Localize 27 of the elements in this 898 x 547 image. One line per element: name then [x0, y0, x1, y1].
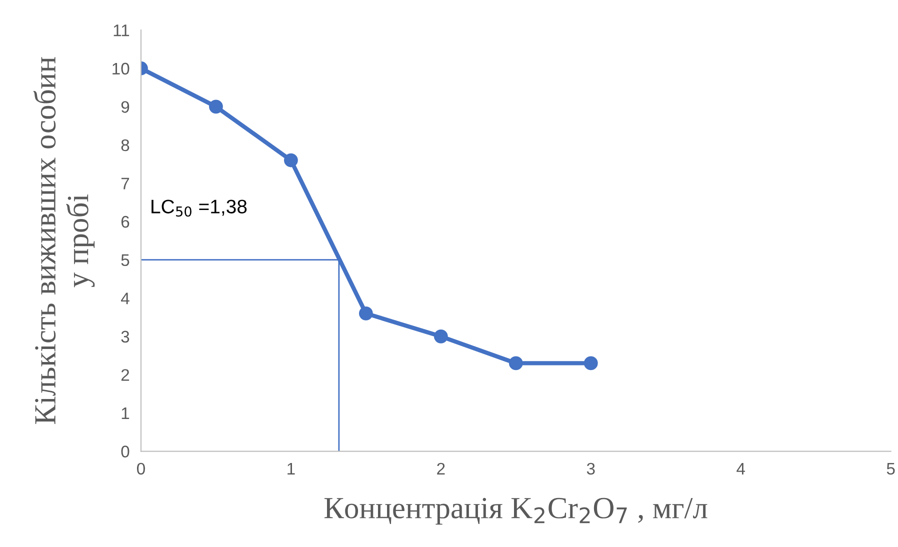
y-tick-label: 8: [121, 139, 130, 152]
y-tick-label: 4: [120, 292, 130, 304]
y-tick-label: 5: [121, 254, 130, 266]
y-tick-label: 11: [114, 24, 130, 36]
y-tick-label: 0: [121, 446, 130, 458]
point: [358, 306, 373, 320]
y-tick-label: 2: [121, 369, 130, 381]
point: [209, 100, 223, 114]
point: [434, 329, 448, 344]
y-tick-label: 10: [112, 62, 130, 75]
y-tick-label: 9: [121, 101, 130, 113]
point: [584, 356, 598, 370]
annotation: LC$_{50}$ =1,38: [152, 200, 247, 217]
point: [508, 356, 523, 370]
x-tick-label: 0: [137, 462, 145, 475]
x-tick-label: 3: [586, 462, 595, 475]
y-tick-label: 6: [121, 216, 130, 228]
y-axis-title: Кількість виживших особин у пробі: [33, 57, 95, 424]
x-tick-label: 2: [437, 462, 445, 474]
x-tick-label: 5: [886, 463, 895, 475]
point: [284, 153, 298, 168]
x-tick-label: 4: [736, 463, 745, 474]
x-axis-title: Концентрація K$_{2}$Cr$_{2}$O$_{7}$ , мг/л: [324, 498, 708, 525]
y-tick-label: 7: [121, 178, 130, 190]
y-tick-label: 3: [121, 330, 130, 343]
x-tick-label: 1: [288, 463, 295, 474]
y-tick-label: 1: [122, 408, 130, 420]
